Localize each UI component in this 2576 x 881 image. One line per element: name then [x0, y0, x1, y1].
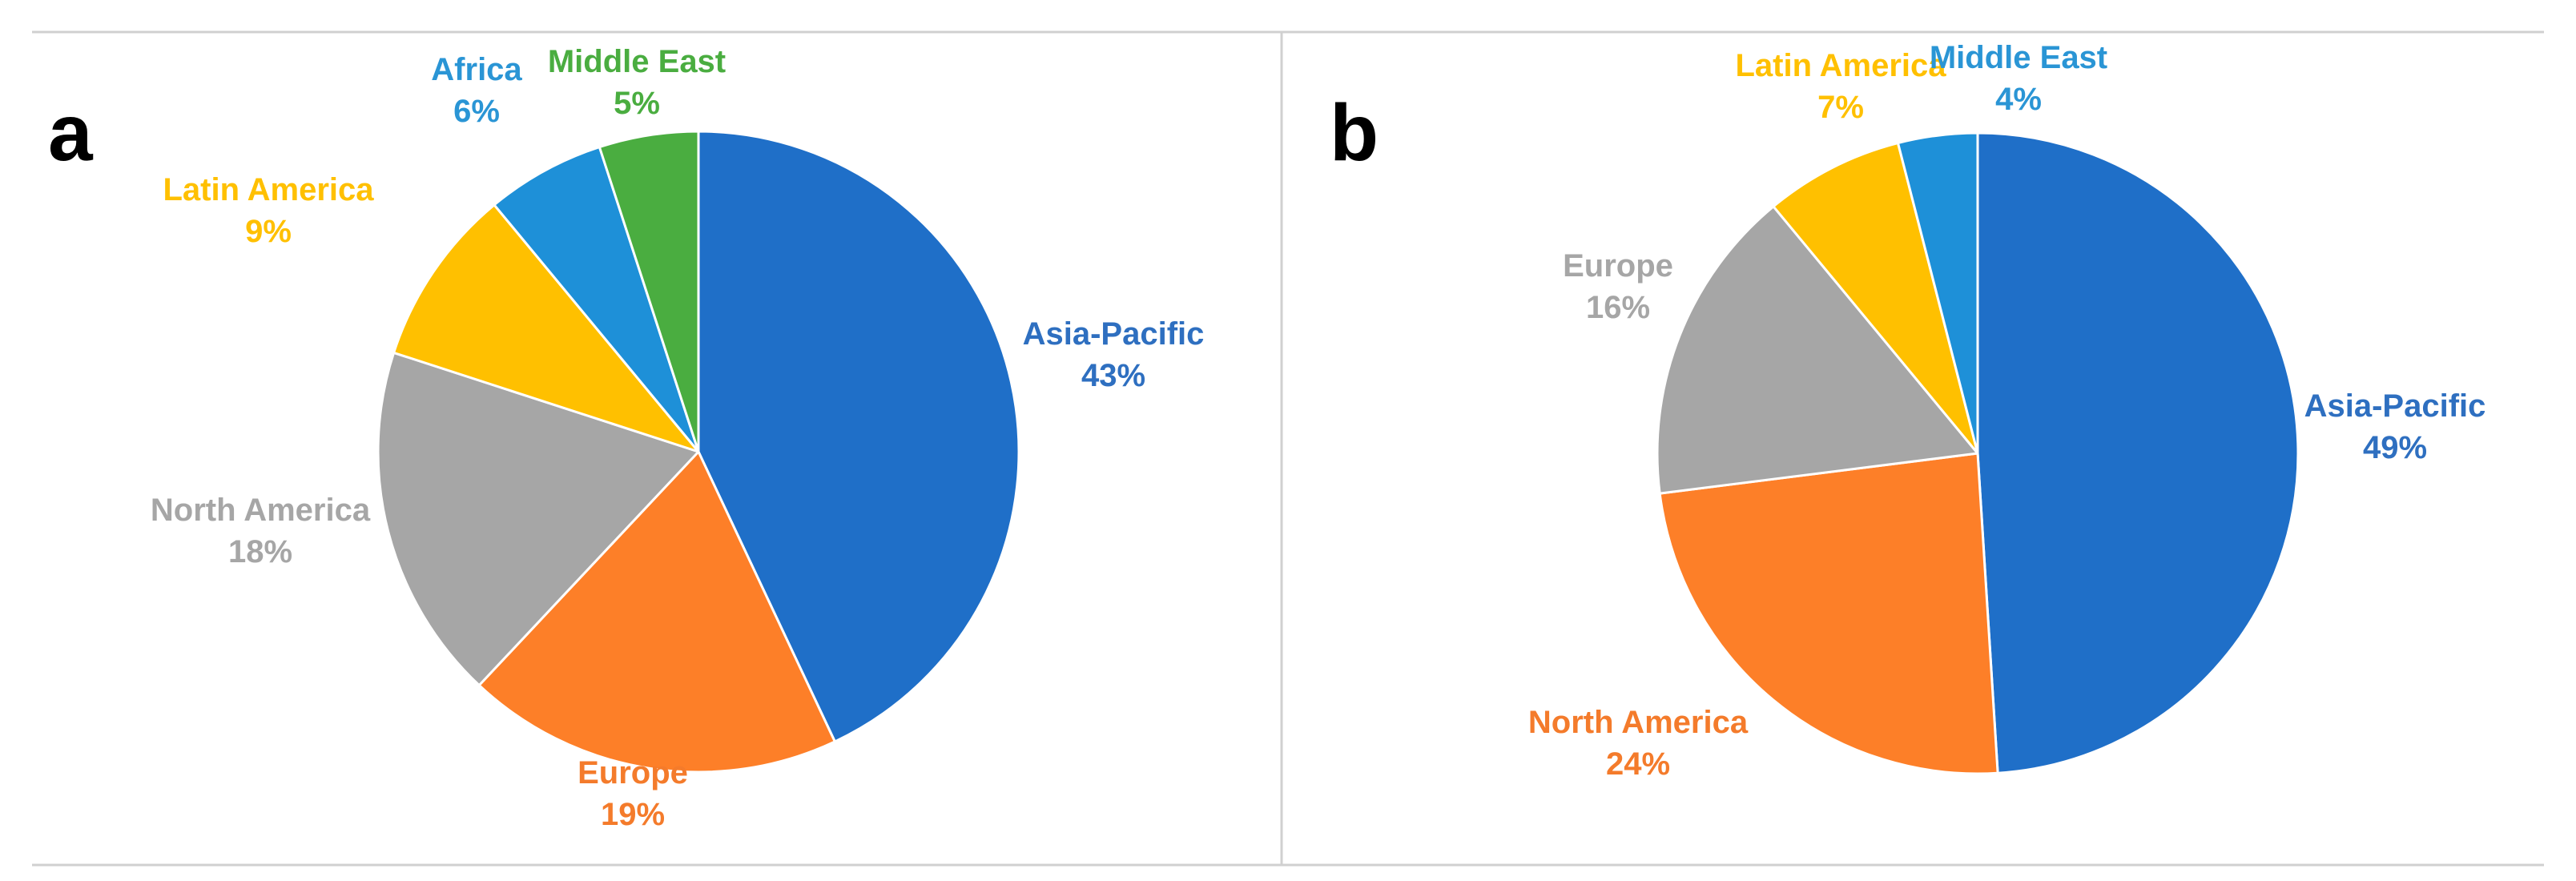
pie-b-labels: Asia-Pacific 49% North America 24% Europe 16%…	[1528, 40, 2485, 782]
slice-label-value: 18%	[228, 534, 292, 569]
slice-label-latin-america: Latin America 7%	[1735, 48, 1946, 125]
pie-a-slices	[376, 130, 1020, 774]
slice-europe	[477, 450, 836, 774]
slice-label-name: Middle East	[1930, 40, 2107, 75]
slice-label-value: 5%	[614, 86, 660, 121]
slice-label-value: 43%	[1081, 358, 1145, 393]
slice-label-north-america: North America 18%	[151, 493, 371, 569]
slice-label-value: 6%	[453, 94, 500, 129]
slice-label-africa: Africa 6%	[431, 52, 522, 129]
slice-north-america	[376, 351, 700, 687]
slice-label-name: North America	[151, 493, 371, 528]
slice-label-middle-east: Middle East 5%	[548, 44, 726, 121]
slice-latin-america	[1772, 142, 1979, 455]
slice-label-latin-america: Latin America 9%	[163, 172, 374, 249]
slice-label-name: North America	[1528, 705, 1749, 740]
slice-label-europe: Europe 16%	[1563, 248, 1673, 325]
slice-middle-east	[598, 130, 700, 453]
pie-panel-a: a Asia-Pacific 43% Europe 19% North America 1…	[48, 44, 1204, 832]
slice-label-name: Europe	[1563, 248, 1673, 284]
slice-label-name: Asia-Pacific	[1023, 316, 1205, 352]
slice-label-name: Middle East	[548, 44, 726, 79]
slice-latin-america	[392, 203, 700, 453]
slice-label-value: 9%	[245, 214, 292, 249]
slice-label-value: 24%	[1606, 746, 1670, 782]
pie-b-slices	[1656, 131, 2300, 775]
slice-label-value: 16%	[1586, 290, 1650, 325]
pie-panel-b: b Asia-Pacific 49% North America 24% Europe 1…	[1330, 40, 2485, 782]
slice-label-north-america: North America 24%	[1528, 705, 1749, 782]
panel-letter-b: b	[1330, 88, 1379, 178]
slice-label-value: 7%	[1817, 90, 1864, 125]
slice-label-value: 49%	[2363, 430, 2427, 465]
slice-label-name: Latin America	[1735, 48, 1946, 83]
slice-europe	[1656, 205, 1979, 495]
slice-label-europe: Europe 19%	[578, 755, 688, 832]
slice-middle-east	[1897, 131, 1979, 455]
slice-label-asia-pacific: Asia-Pacific 43%	[1023, 316, 1205, 393]
slice-north-america	[1658, 452, 1999, 775]
panel-letter-a: a	[48, 88, 94, 178]
slice-asia-pacific	[697, 130, 1020, 743]
slice-label-middle-east: Middle East 4%	[1930, 40, 2107, 117]
slice-label-name: Europe	[578, 755, 688, 790]
slice-africa	[493, 146, 700, 453]
slice-label-name: Africa	[431, 52, 522, 87]
pie-a-labels: Asia-Pacific 43% Europe 19% North America 18%…	[151, 44, 1204, 832]
slice-label-value: 19%	[601, 797, 665, 832]
slice-asia-pacific	[1976, 131, 2300, 774]
slice-label-asia-pacific: Asia-Pacific 49%	[2304, 388, 2486, 465]
slice-label-value: 4%	[1995, 82, 2042, 117]
slice-label-name: Latin America	[163, 172, 374, 207]
slice-label-name: Asia-Pacific	[2304, 388, 2486, 424]
